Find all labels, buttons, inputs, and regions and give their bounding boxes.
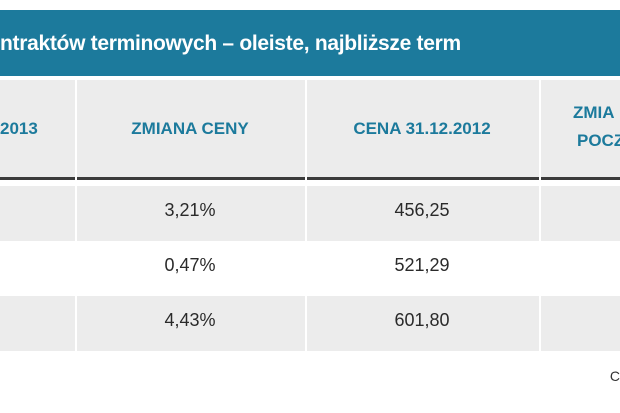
column-header: CENA 31.12.2012 [353, 119, 491, 138]
column-header: 2013 [0, 119, 38, 138]
table-cell: 3,21% [164, 200, 216, 220]
column-header: ZMIANA CENY [131, 119, 249, 138]
table-cell: 456,25 [394, 200, 450, 220]
source-note: C [609, 368, 620, 384]
row-bg [0, 296, 620, 351]
title-bar [0, 10, 620, 76]
column-separator [305, 80, 307, 352]
table-cell: 4,43% [164, 310, 216, 330]
column-header: POCZ [577, 131, 620, 150]
table-cell: 601,80 [394, 310, 450, 330]
column-separator [539, 80, 541, 352]
table-cell: 521,29 [394, 255, 450, 275]
row-bg [0, 186, 620, 241]
header-row [0, 80, 620, 177]
table-title: ntraktów terminowych – oleiste, najbliżs… [0, 32, 461, 55]
column-separator [75, 80, 77, 352]
header-rule [0, 177, 620, 180]
column-header: ZMIA [573, 103, 615, 122]
table-cell: 0,47% [164, 255, 216, 275]
